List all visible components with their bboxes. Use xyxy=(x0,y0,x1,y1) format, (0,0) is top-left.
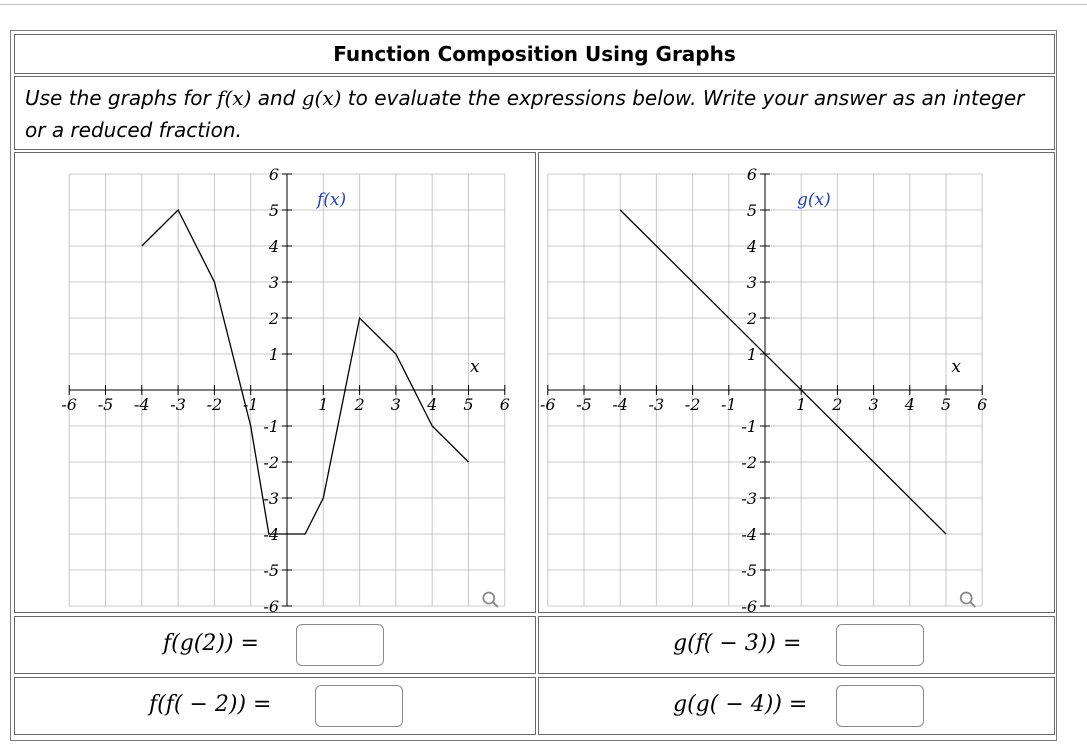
question-row-1: f(g(2)) = xyxy=(14,616,536,674)
x-tick-label: 6 xyxy=(977,395,987,414)
y-tick-label: -2 xyxy=(741,453,757,472)
graph-f: -6 -5 -4 -3 -2 -1 1 2 3 4 5 6654321-1-2-3-4-5-6f(x)… xyxy=(61,165,510,612)
y-tick-label: 2 xyxy=(746,309,757,328)
question-row-4: g(g( − 4)) = xyxy=(538,677,1055,735)
x-tick-label: -3 xyxy=(170,395,186,414)
y-tick-label: -3 xyxy=(741,489,757,508)
instructions-text-2: and xyxy=(251,86,302,110)
answer-input[interactable] xyxy=(836,685,924,727)
problem-frame xyxy=(10,30,1057,741)
function-curve xyxy=(141,208,469,535)
problem-title: Function Composition Using Graphs xyxy=(14,34,1055,74)
y-tick-label: 4 xyxy=(268,237,279,256)
y-tick-label: -6 xyxy=(263,597,279,612)
x-tick-label: 1 xyxy=(318,395,328,414)
x-axis-label: x xyxy=(951,357,961,377)
g-expression: g(x) xyxy=(301,86,342,110)
x-tick-label: 5 xyxy=(463,395,473,414)
y-tick-label: 3 xyxy=(747,273,757,292)
y-tick-label: 3 xyxy=(269,273,279,292)
x-tick-label: 6 xyxy=(500,395,510,414)
x-tick-label: -1 xyxy=(721,395,737,414)
x-tick-label: 5 xyxy=(941,395,951,414)
y-tick-label: -1 xyxy=(263,417,279,436)
y-tick-label: 5 xyxy=(269,201,279,220)
y-tick-label: -6 xyxy=(741,597,757,612)
answer-input[interactable] xyxy=(296,624,384,666)
question-row-2: g(f( − 3)) = xyxy=(538,616,1055,674)
f-expression: f(x) xyxy=(217,86,252,110)
graph-f-panel: -6 -5 -4 -3 -2 -1 1 2 3 4 5 6 6 5 4 3 2 1 -1 -2 -3 -4 -5 -6 f(x)… xyxy=(14,152,536,613)
x-tick-label: 2 xyxy=(354,395,365,414)
y-tick-label: 4 xyxy=(746,237,757,256)
x-tick-label: -5 xyxy=(576,395,592,414)
magnifier-icon xyxy=(959,591,976,608)
instructions-text-3: to evaluate the expressions below. Write… xyxy=(25,86,1025,142)
x-tick-label: -2 xyxy=(207,395,223,414)
y-tick-label: -5 xyxy=(263,561,279,580)
question-row-3: f(f( − 2)) = xyxy=(14,677,536,735)
function-curve xyxy=(619,209,947,535)
graph-g-panel: -6 -5 -4 -3 -2 -1 1 2 3 4 5 6 6 5 4 3 2 1 -1 -2 -3 -4 -5 -6 g(x)… xyxy=(538,152,1055,613)
answer-input[interactable] xyxy=(836,624,924,666)
instructions: Use the graphs for f(x) and g(x) to eval… xyxy=(14,76,1055,150)
x-tick-label: -4 xyxy=(612,395,628,414)
y-tick-label: 6 xyxy=(747,165,757,184)
y-tick-label: -3 xyxy=(263,489,279,508)
x-tick-label: -5 xyxy=(98,395,114,414)
function-label: f(x) xyxy=(315,190,346,210)
x-tick-label: 4 xyxy=(904,395,915,414)
y-tick-label: -4 xyxy=(741,525,757,544)
graph-g: -6 -5 -4 -3 -2 -1 1 2 3 4 5 6 6 5 4 3 2 1 -1 -2 -3 -4 -5 -6 g(x)… xyxy=(540,165,987,612)
y-tick-label: 1 xyxy=(747,345,757,364)
question-expression: g(g( − 4)) = xyxy=(673,692,808,717)
x-tick-label: 4 xyxy=(426,395,437,414)
y-tick-label: 6 xyxy=(269,165,279,184)
x-tick-label: 3 xyxy=(391,395,401,414)
answer-input[interactable] xyxy=(315,685,403,727)
question-expression: f(g(2)) = xyxy=(163,631,259,656)
x-tick-label: -4 xyxy=(134,395,150,414)
x-tick-label: 3 xyxy=(869,395,879,414)
instructions-text-1: Use the graphs for xyxy=(25,86,218,110)
y-tick-label: -1 xyxy=(741,417,757,436)
x-tick-label: -2 xyxy=(685,395,701,414)
x-tick-label: 2 xyxy=(831,395,842,414)
question-expression: g(f( − 3)) = xyxy=(673,631,802,656)
magnifier-icon xyxy=(482,591,499,608)
y-tick-label: -2 xyxy=(263,453,279,472)
question-expression: f(f( − 2)) = xyxy=(149,692,272,717)
function-label: g(x) xyxy=(797,190,831,210)
x-tick-label: 1 xyxy=(796,395,806,414)
y-tick-label: -5 xyxy=(741,561,757,580)
x-tick-label: -6 xyxy=(540,395,556,414)
y-tick-label: 1 xyxy=(269,345,279,364)
top-divider xyxy=(0,4,1087,5)
x-tick-label: -6 xyxy=(61,395,77,414)
x-tick-label: -3 xyxy=(649,395,665,414)
y-tick-label: 2 xyxy=(268,309,279,328)
x-axis-label: x xyxy=(470,357,480,377)
y-tick-label: 5 xyxy=(747,201,757,220)
